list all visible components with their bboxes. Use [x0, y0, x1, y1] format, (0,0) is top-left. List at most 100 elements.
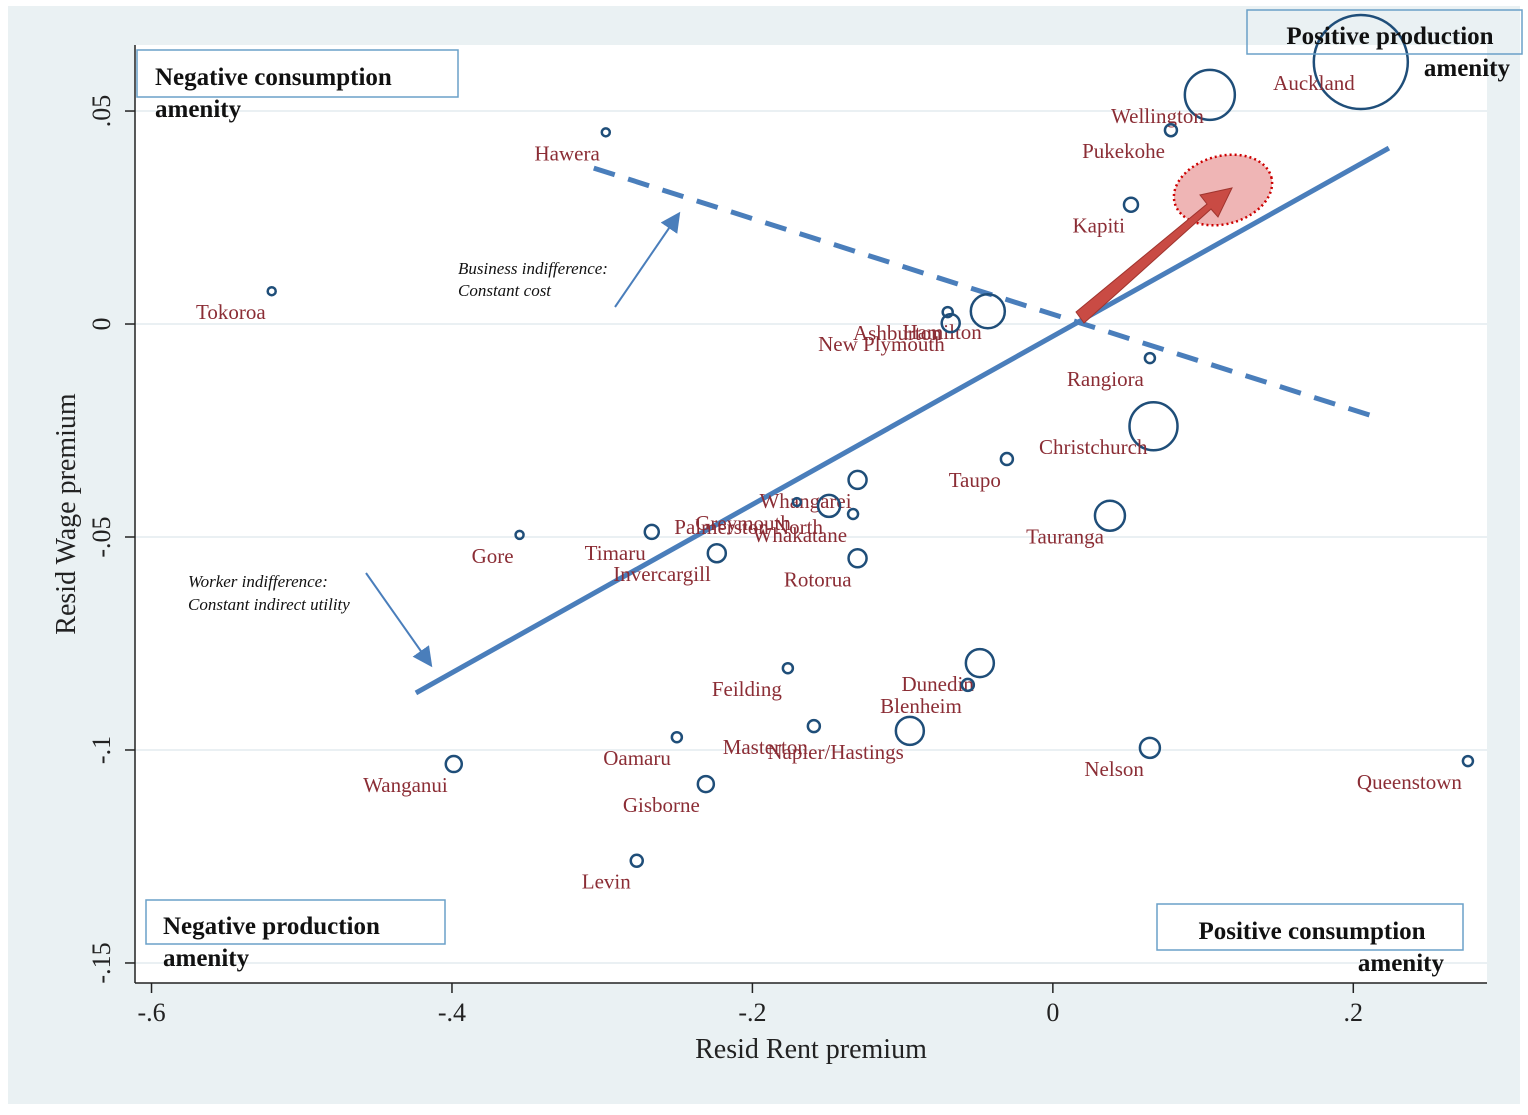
bubble	[1122, 196, 1140, 213]
box	[136, 49, 459, 98]
bubble	[1183, 68, 1237, 122]
bubble	[1312, 13, 1410, 111]
point-label: Rangiora	[1067, 367, 1145, 391]
x-tick-label: .2	[1344, 998, 1364, 1027]
bubble	[643, 523, 661, 541]
point-label: Tauranga	[1026, 525, 1104, 549]
point-label: Levin	[582, 870, 631, 894]
bubble	[696, 774, 716, 794]
bubble	[847, 469, 868, 491]
bubble	[940, 312, 961, 334]
bubble	[999, 451, 1015, 467]
y-tick-label: .05	[87, 95, 116, 128]
bubble	[846, 507, 860, 521]
bubble	[1461, 754, 1475, 768]
points: Auckland Wellington Pukekohe Kapiti Hawera To…	[196, 13, 1475, 894]
box	[145, 899, 446, 945]
bubble	[941, 305, 954, 319]
quadrant-label: Negative consumption	[155, 64, 392, 91]
y-tick-label: -.1	[87, 736, 116, 764]
lines	[414, 145, 1391, 696]
quadrant-label: amenity	[1424, 55, 1511, 82]
point-label: Christchurch	[1039, 435, 1148, 459]
bubble	[781, 661, 795, 675]
worker-arrow	[365, 572, 433, 668]
point-label: Masterton	[723, 735, 809, 759]
plot-area	[135, 45, 1487, 983]
quadrant-label: amenity	[155, 96, 242, 123]
point-label: Greymouth	[695, 511, 791, 535]
point-label: Queenstown	[1357, 770, 1462, 794]
bubble	[629, 853, 644, 868]
bubble	[670, 730, 684, 744]
box	[1246, 9, 1523, 55]
bubble	[964, 647, 996, 679]
x-axis-title: Resid Rent premium	[695, 1034, 927, 1065]
point-label: Blenheim	[880, 694, 962, 718]
note: Business indifference:	[458, 259, 608, 278]
bubble	[266, 285, 277, 297]
indifference-line	[593, 165, 1371, 418]
y-tick-label: -.05	[87, 516, 116, 557]
quadrant-label: Positive consumption	[1198, 918, 1425, 945]
y-tick-label: 0	[87, 318, 116, 331]
bubble	[969, 292, 1007, 330]
point-label: Ashburton	[853, 321, 942, 345]
point-label: Wanganui	[363, 773, 448, 797]
point-label: Gore	[472, 544, 514, 568]
box	[1156, 903, 1464, 951]
bubble	[894, 715, 926, 747]
bubble	[600, 127, 612, 138]
x-tick-label: -.6	[137, 998, 165, 1027]
bubble	[960, 677, 976, 693]
point-label: Auckland	[1273, 71, 1355, 95]
indifference-line	[414, 145, 1391, 696]
point-label: Whangarei	[759, 489, 851, 513]
quadrant-label: Positive production	[1286, 23, 1493, 50]
quadrant-label: amenity	[163, 945, 250, 972]
note: Constant indirect utility	[188, 595, 350, 614]
bubble	[847, 548, 868, 569]
point-label: Hawera	[534, 141, 600, 165]
bubble	[1093, 499, 1127, 532]
point-label: Whakatane	[753, 523, 847, 547]
note: Constant cost	[458, 281, 552, 300]
grid	[135, 110, 1487, 964]
point-label: Taupo	[949, 468, 1001, 492]
bubble	[444, 754, 464, 774]
bubble	[816, 493, 842, 519]
bubble	[1143, 351, 1157, 365]
point-label: Dunedin	[902, 672, 975, 696]
ticks: .05 0 -.05 -.1 -.15 -.6 -.4 -.2 0 .2	[87, 95, 1363, 1027]
y-axis-title: Resid Wage premium	[51, 393, 82, 635]
point-label: Oamaru	[603, 746, 671, 770]
shift-arrow	[1075, 187, 1233, 324]
x-tick-label: 0	[1046, 998, 1059, 1027]
point-label: Feilding	[712, 677, 783, 701]
point-label: Tokoroa	[196, 300, 266, 324]
point-label: New Plymouth	[818, 332, 945, 356]
bubble	[1138, 736, 1162, 760]
point-label: Gisborne	[623, 793, 700, 817]
point-label: Kapiti	[1072, 214, 1125, 238]
point-label: Pukekohe	[1082, 139, 1165, 163]
point-label: Wellington	[1111, 104, 1204, 128]
point-label: Palmerston North	[674, 515, 823, 539]
bubble	[806, 718, 822, 734]
point-label: Timaru	[585, 541, 647, 565]
business-arrow	[614, 211, 681, 308]
bubble	[791, 496, 803, 508]
point-label: Invercargill	[613, 562, 711, 586]
point-label: Nelson	[1084, 757, 1144, 781]
point-label: Rotorua	[784, 567, 852, 591]
bubble	[706, 542, 728, 564]
x-tick-label: -.4	[438, 998, 466, 1027]
quadrant-label: amenity	[1358, 950, 1445, 977]
x-tick-label: -.2	[738, 998, 766, 1027]
bubble	[1128, 400, 1179, 452]
quadrant-label: Negative production	[163, 913, 380, 940]
bubble	[1163, 122, 1179, 138]
bubble	[514, 529, 525, 541]
